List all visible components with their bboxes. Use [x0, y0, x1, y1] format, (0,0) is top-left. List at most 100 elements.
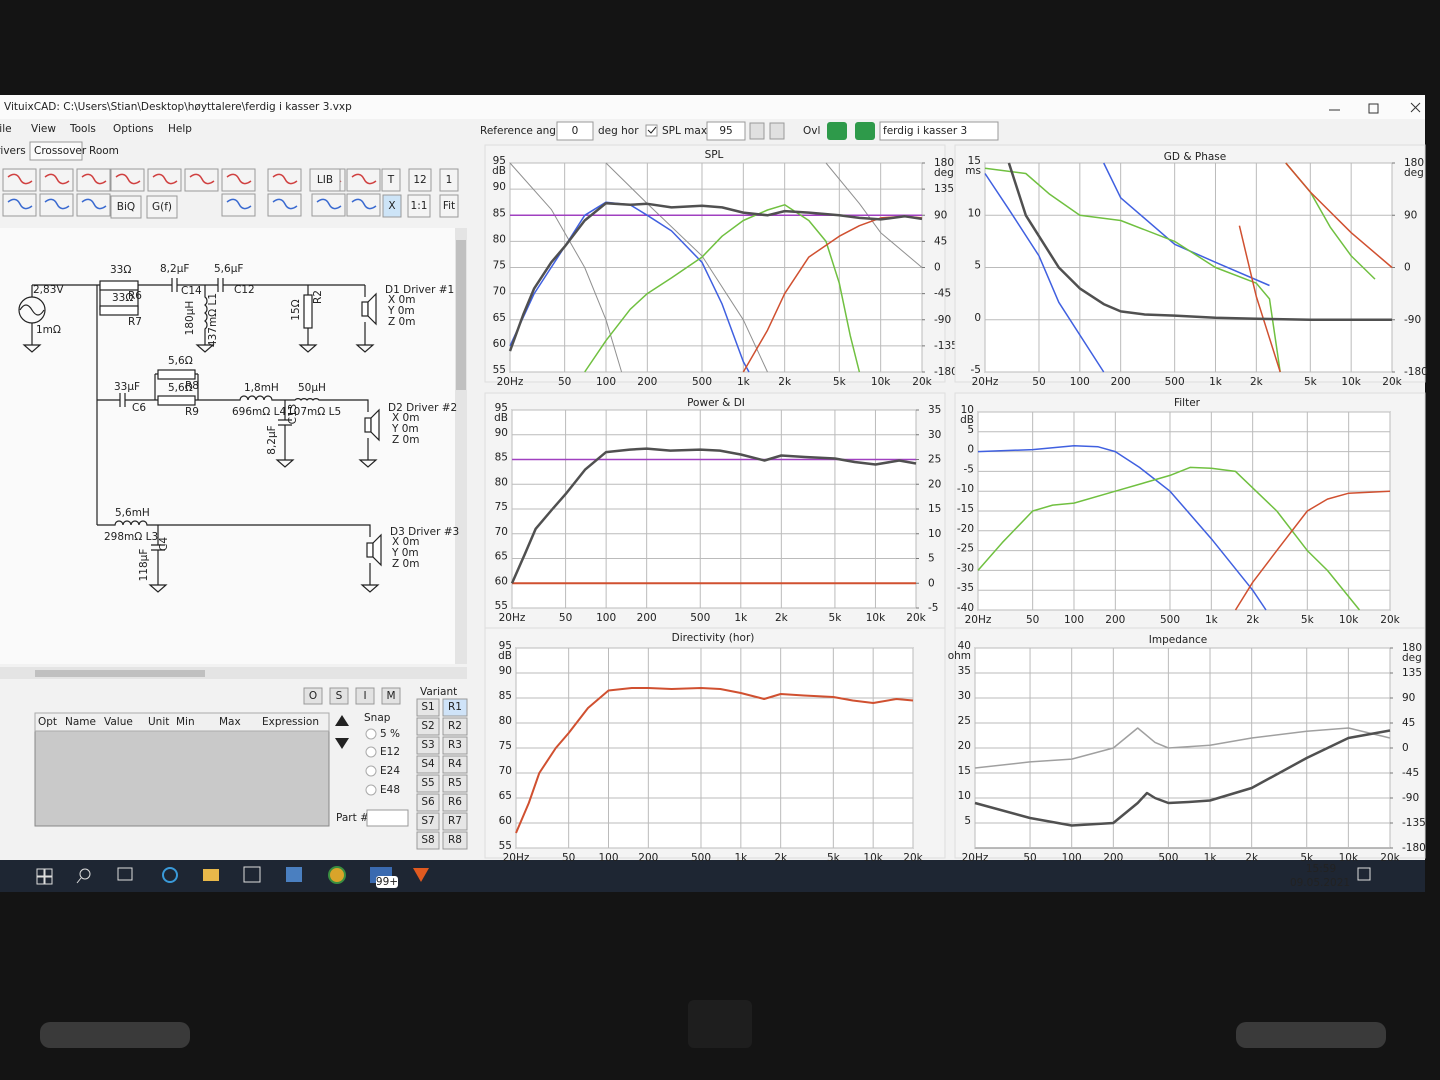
input-box[interactable] — [556, 121, 594, 141]
r-button[interactable] — [442, 812, 468, 831]
tool-button[interactable] — [221, 193, 256, 217]
r-button[interactable] — [442, 793, 468, 812]
r-button[interactable] — [442, 755, 468, 774]
tool-button-label: G(f) — [152, 201, 172, 213]
r-button[interactable] — [442, 717, 468, 736]
tool-button[interactable] — [346, 168, 381, 192]
tool-button[interactable] — [439, 168, 459, 192]
tool-button[interactable] — [381, 168, 401, 192]
tool-button[interactable] — [2, 193, 37, 217]
x-tick-label: 50 — [1026, 614, 1039, 626]
y-tick-label: 55 — [493, 364, 506, 376]
add-button[interactable] — [827, 122, 847, 140]
taskbar-icons[interactable] — [36, 866, 1371, 885]
curve — [974, 729, 1391, 827]
x-tick-label: 20k — [1380, 852, 1400, 864]
spinner[interactable] — [769, 122, 785, 140]
hinge — [40, 1022, 190, 1048]
r-button[interactable] — [442, 774, 468, 793]
r-button[interactable] — [442, 831, 468, 850]
x-tick-label: 2k — [778, 376, 792, 388]
tool-button[interactable] — [439, 194, 459, 218]
menu-item[interactable]: View — [31, 123, 56, 135]
checkbox[interactable] — [645, 124, 658, 137]
tool-button[interactable] — [110, 168, 145, 192]
s-button[interactable] — [416, 698, 440, 717]
spinner[interactable] — [749, 122, 765, 140]
tool-button[interactable] — [184, 168, 219, 192]
menu-item[interactable]: Help — [168, 123, 192, 135]
tool-button[interactable] — [76, 168, 111, 192]
tool-button[interactable] — [110, 195, 142, 219]
tab[interactable]: Room — [89, 145, 119, 157]
tool-button[interactable] — [2, 168, 37, 192]
y2-tick-label: -5 — [928, 602, 938, 614]
y-tick-label: 85 — [493, 207, 506, 219]
tool-button[interactable] — [309, 168, 341, 192]
tool-button[interactable] — [39, 193, 74, 217]
x-tick-label: 200 — [1105, 614, 1125, 626]
s-button[interactable] — [416, 736, 440, 755]
tool-button[interactable] — [311, 193, 346, 217]
opt-button[interactable] — [329, 687, 349, 705]
s-button[interactable] — [416, 812, 440, 831]
s-button[interactable] — [416, 793, 440, 812]
input-box[interactable] — [706, 121, 746, 141]
menu-item[interactable]: Options — [113, 123, 154, 135]
x-tick-label: 500 — [691, 852, 711, 864]
window-controls[interactable] — [1329, 102, 1421, 114]
opt-button[interactable] — [303, 687, 323, 705]
tool-button[interactable] — [39, 168, 74, 192]
s-button[interactable] — [416, 831, 440, 850]
up-button[interactable] — [335, 715, 349, 726]
tab-selected[interactable] — [29, 141, 83, 161]
y-tick-label: -35 — [957, 582, 974, 594]
tool-button[interactable] — [267, 193, 302, 217]
x-tick-label: 100 — [1064, 614, 1084, 626]
tool-button[interactable] — [346, 193, 381, 217]
y2-tick-label: 25 — [928, 454, 941, 466]
curve — [1234, 490, 1391, 611]
tab[interactable]: Crossover — [34, 145, 87, 157]
menu-item[interactable]: File — [0, 123, 12, 135]
r-button-label: R7 — [448, 815, 462, 827]
radio[interactable] — [365, 765, 377, 777]
tool-button[interactable] — [146, 195, 178, 219]
tool-button[interactable] — [407, 194, 431, 218]
radio[interactable] — [365, 784, 377, 796]
r-button[interactable] — [442, 736, 468, 755]
radio[interactable] — [365, 728, 377, 740]
tool-button[interactable] — [408, 168, 432, 192]
x-tick-label: 50 — [558, 376, 571, 388]
menu-item[interactable]: Tools — [69, 123, 96, 135]
down-button[interactable] — [335, 738, 349, 749]
y-tick-label: 0 — [967, 444, 974, 456]
x-tick-label: 200 — [637, 376, 657, 388]
scroll-thumb[interactable] — [456, 240, 466, 390]
component-label: X 0m — [388, 294, 415, 306]
y-unit: dB — [960, 414, 974, 426]
remove-button[interactable] — [855, 122, 875, 140]
r-button[interactable] — [442, 698, 468, 717]
opt-button[interactable] — [381, 687, 401, 705]
opt-button[interactable] — [355, 687, 375, 705]
r-button-label: R8 — [448, 834, 462, 846]
y-tick-label: 10 — [961, 404, 974, 416]
x-tick-label: 5k — [1300, 852, 1314, 864]
s-button[interactable] — [416, 717, 440, 736]
part-box[interactable] — [366, 809, 409, 827]
scroll-thumb[interactable] — [35, 670, 205, 677]
tool-button[interactable] — [267, 168, 302, 192]
curve — [515, 687, 914, 834]
y-tick-label: 75 — [495, 501, 508, 513]
tool-button[interactable] — [221, 168, 256, 192]
variant-box[interactable] — [879, 121, 999, 141]
radio[interactable] — [365, 746, 377, 758]
s-button[interactable] — [416, 755, 440, 774]
s-button[interactable] — [416, 774, 440, 793]
tool-button[interactable] — [382, 194, 402, 218]
tool-button[interactable] — [147, 168, 182, 192]
y2-tick-label: -180 — [1404, 366, 1428, 378]
tab[interactable]: Drivers — [0, 145, 26, 157]
tool-button[interactable] — [76, 193, 111, 217]
